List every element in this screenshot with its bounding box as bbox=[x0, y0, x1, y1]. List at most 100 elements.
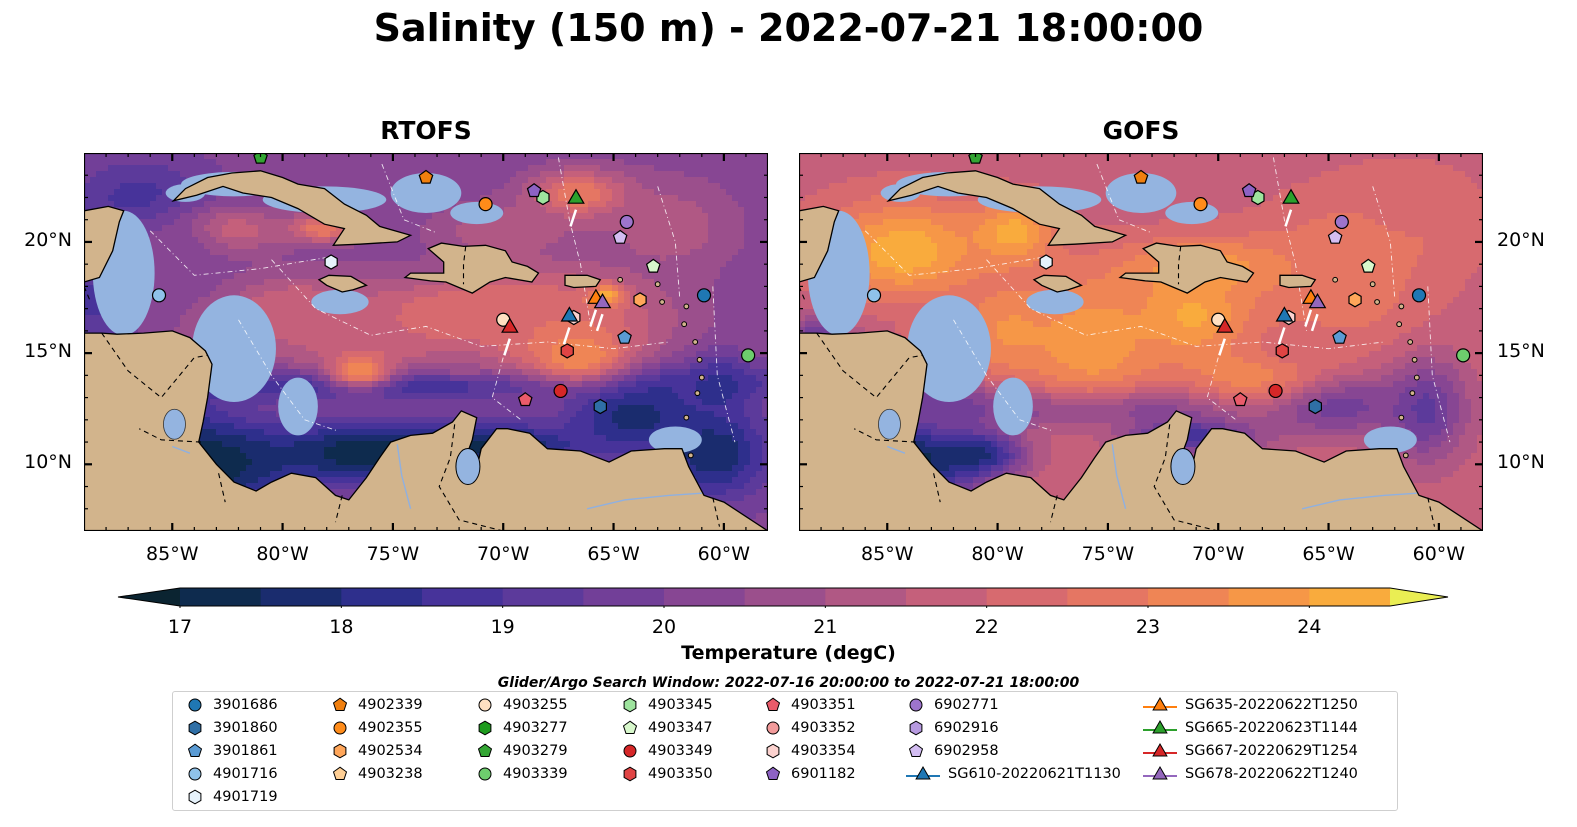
legend-marker-icon bbox=[766, 721, 780, 735]
colorbar-tick-label: 24 bbox=[1297, 616, 1322, 638]
obs-marker-sg667-20220629t1254 bbox=[501, 317, 519, 333]
legend-item: SG678-20220622T1240 bbox=[1143, 765, 1358, 783]
obs-marker-4902339 bbox=[418, 169, 434, 184]
legend-item: SG665-20220623T1144 bbox=[1143, 719, 1358, 737]
colorbar-tick-label: 23 bbox=[1135, 616, 1161, 638]
lon-tick-label: 70°W bbox=[1191, 543, 1245, 565]
legend-item-label: SG610-20220621T1130 bbox=[948, 766, 1121, 782]
obs-marker-6902958 bbox=[612, 229, 628, 244]
map-frame bbox=[799, 153, 1483, 531]
map-panel-gofs bbox=[799, 153, 1483, 531]
colorbar-tick-label: 19 bbox=[490, 616, 515, 638]
legend-item: 3901861 bbox=[185, 742, 278, 760]
obs-marker-6901182 bbox=[526, 183, 542, 198]
legend-marker-icon bbox=[765, 697, 781, 711]
legend-item: 4903350 bbox=[620, 765, 713, 783]
legend-item-label: 4903354 bbox=[791, 743, 856, 759]
obs-marker-4903279 bbox=[968, 153, 983, 164]
legend-marker-icon bbox=[909, 720, 923, 736]
legend-marker-icon bbox=[1143, 696, 1177, 711]
obs-marker-4901719 bbox=[324, 254, 338, 270]
legend-marker-icon bbox=[623, 744, 637, 758]
obs-marker-4901719 bbox=[1039, 254, 1053, 270]
legend-item-label: 3901861 bbox=[213, 743, 278, 759]
legend-marker-icon bbox=[188, 720, 202, 736]
lon-tick-label: 75°W bbox=[366, 543, 420, 565]
legend: 3901686 3901860 3901861 4901716 4901719 49023… bbox=[172, 691, 1398, 811]
colorbar-segment bbox=[180, 588, 262, 606]
lon-tick-label: 70°W bbox=[476, 543, 530, 565]
legend-item: 4902355 bbox=[330, 719, 423, 737]
legend-item: SG667-20220629T1254 bbox=[1143, 742, 1358, 760]
colorbar-tick-label: 17 bbox=[167, 616, 193, 638]
legend-marker-icon bbox=[477, 743, 493, 757]
lat-tick-label: 10°N bbox=[24, 451, 72, 474]
legend-item-label: 4903277 bbox=[503, 720, 568, 736]
legend-marker-icon bbox=[622, 720, 638, 734]
legend-item-label: 4902355 bbox=[358, 720, 423, 736]
colorbar-tick-label: 18 bbox=[329, 616, 354, 638]
legend-item-label: 4903238 bbox=[358, 766, 423, 782]
colorbar-extend-low bbox=[118, 588, 180, 606]
legend-item-label: SG667-20220629T1254 bbox=[1185, 743, 1358, 759]
obs-marker-sg678-20220622t1240 bbox=[593, 293, 612, 309]
legend-marker-icon bbox=[333, 743, 347, 759]
legend-item-label: 3901686 bbox=[213, 697, 278, 713]
legend-item-label: 4901719 bbox=[213, 789, 278, 805]
legend-item: 4903339 bbox=[475, 765, 568, 783]
obs-marker-sg610-20220621t1130 bbox=[1275, 306, 1294, 322]
colorbar bbox=[117, 587, 1449, 608]
obs-marker-4903351 bbox=[1232, 392, 1248, 407]
obs-marker-sg667-20220629t1254 bbox=[1216, 317, 1234, 333]
colorbar-tick-label: 21 bbox=[813, 616, 838, 638]
legend-marker-icon bbox=[766, 743, 780, 759]
obs-marker-6902771 bbox=[1334, 214, 1349, 230]
colorbar-segment bbox=[502, 588, 584, 606]
legend-item-label: 4902534 bbox=[358, 743, 423, 759]
colorbar-segment bbox=[1309, 588, 1391, 606]
legend-marker-icon bbox=[906, 765, 940, 780]
obs-marker-4902355 bbox=[478, 197, 493, 212]
lon-tick-label: 75°W bbox=[1081, 543, 1135, 565]
legend-marker-icon bbox=[188, 789, 202, 805]
legend-marker-icon bbox=[623, 697, 637, 713]
rivers bbox=[887, 444, 1417, 510]
legend-marker-icon bbox=[1143, 742, 1177, 757]
lon-tick-label: 60°W bbox=[697, 543, 751, 565]
legend-marker-icon bbox=[188, 698, 202, 712]
legend-item-label: 6902916 bbox=[934, 720, 999, 736]
legend-item-label: 4903255 bbox=[503, 697, 568, 713]
obs-marker-6902958 bbox=[1327, 229, 1343, 244]
legend-marker-icon bbox=[623, 766, 637, 782]
legend-item-label: 4903351 bbox=[791, 697, 856, 713]
legend-item-label: 3901860 bbox=[213, 720, 278, 736]
legend-item: 6901182 bbox=[763, 765, 856, 783]
legend-item: 4903255 bbox=[475, 696, 568, 714]
obs-marker-4903350 bbox=[560, 343, 574, 359]
legend-item: SG610-20220621T1130 bbox=[906, 765, 1121, 783]
colorbar-segment bbox=[1067, 588, 1149, 606]
colorbar-segment bbox=[744, 588, 826, 606]
map-panel-rtofs bbox=[84, 153, 768, 531]
lon-tick-label: 85°W bbox=[146, 543, 199, 565]
obs-marker-4902339 bbox=[1133, 169, 1149, 184]
legend-marker-icon bbox=[332, 697, 348, 711]
obs-marker-4903279 bbox=[253, 153, 268, 164]
lon-tick-label: 80°W bbox=[971, 543, 1024, 565]
colorbar-segment bbox=[906, 588, 988, 606]
legend-item: 4903279 bbox=[475, 742, 568, 760]
lon-tick-label: 65°W bbox=[1302, 543, 1355, 565]
legend-marker-icon bbox=[765, 766, 781, 780]
obs-marker-3901686 bbox=[1411, 288, 1427, 303]
obs-marker-4903347 bbox=[645, 258, 661, 273]
legend-item-label: SG678-20220622T1240 bbox=[1185, 766, 1358, 782]
legend-item: SG635-20220622T1250 bbox=[1143, 696, 1358, 714]
legend-item-label: 4903279 bbox=[503, 743, 568, 759]
lat-tick-label: 20°N bbox=[1497, 228, 1545, 251]
legend-item: 4901719 bbox=[185, 788, 278, 806]
obs-marker-6901182 bbox=[1241, 183, 1257, 198]
obs-marker-4901716 bbox=[866, 288, 882, 303]
legend-item: 4903352 bbox=[763, 719, 856, 737]
lon-tick-label: 65°W bbox=[587, 543, 640, 565]
lat-tick-label: 15°N bbox=[1497, 340, 1545, 363]
